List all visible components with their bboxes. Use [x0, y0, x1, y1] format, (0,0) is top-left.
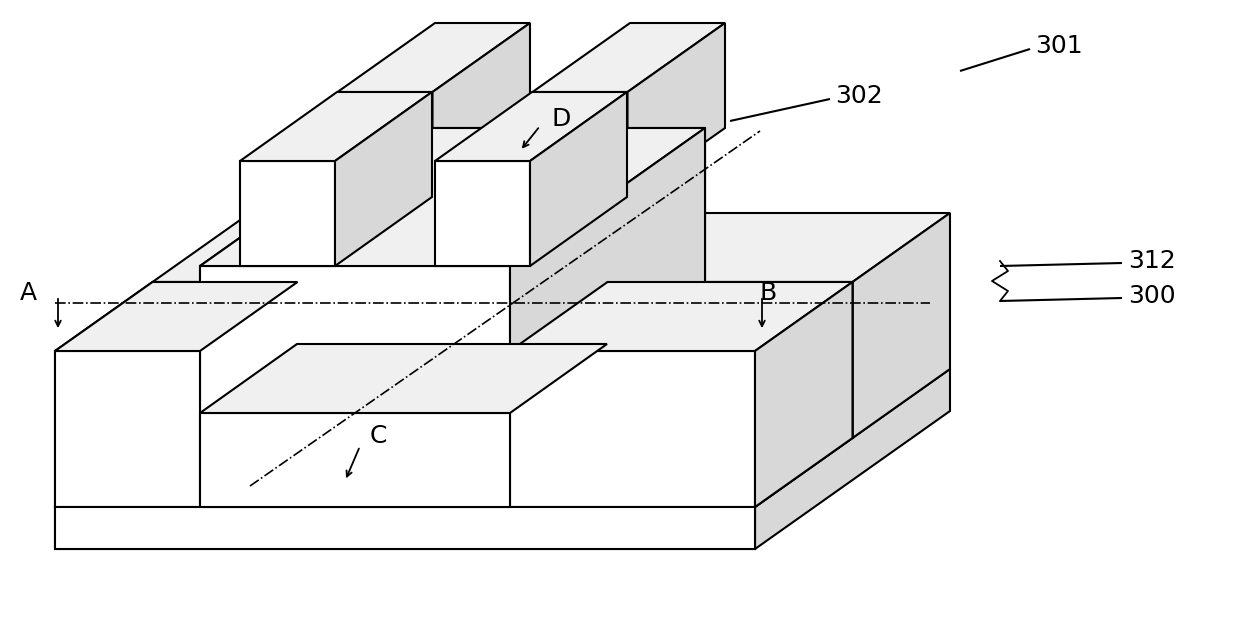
Polygon shape	[432, 23, 530, 197]
Polygon shape	[55, 507, 755, 549]
Polygon shape	[199, 344, 607, 413]
Polygon shape	[55, 351, 199, 507]
Polygon shape	[335, 92, 432, 266]
Polygon shape	[152, 282, 297, 438]
Polygon shape	[510, 351, 755, 507]
Polygon shape	[755, 369, 950, 549]
Polygon shape	[755, 282, 852, 507]
Polygon shape	[755, 282, 852, 507]
Polygon shape	[627, 23, 725, 197]
Polygon shape	[530, 92, 627, 266]
Polygon shape	[55, 507, 755, 549]
Polygon shape	[607, 213, 950, 282]
Polygon shape	[55, 351, 199, 507]
Polygon shape	[337, 23, 530, 92]
Text: 312: 312	[1127, 249, 1176, 273]
Polygon shape	[240, 92, 432, 161]
Polygon shape	[152, 213, 395, 282]
Polygon shape	[297, 275, 705, 344]
Text: A: A	[20, 281, 37, 305]
Polygon shape	[395, 128, 705, 369]
Polygon shape	[510, 128, 705, 507]
Polygon shape	[199, 413, 510, 507]
Polygon shape	[55, 282, 297, 351]
Polygon shape	[199, 266, 510, 507]
Polygon shape	[533, 92, 627, 197]
Polygon shape	[435, 92, 627, 161]
Polygon shape	[510, 282, 852, 351]
Polygon shape	[510, 351, 755, 507]
Polygon shape	[199, 266, 510, 507]
Polygon shape	[297, 344, 607, 438]
Polygon shape	[55, 282, 297, 351]
Text: 302: 302	[835, 84, 882, 108]
Polygon shape	[852, 213, 950, 438]
Polygon shape	[607, 282, 852, 438]
Polygon shape	[199, 413, 510, 507]
Polygon shape	[199, 128, 705, 266]
Polygon shape	[199, 128, 705, 266]
Polygon shape	[337, 92, 432, 197]
Polygon shape	[510, 128, 705, 507]
Text: C: C	[370, 424, 388, 448]
Polygon shape	[240, 161, 335, 266]
Text: 300: 300	[1127, 284, 1176, 308]
Text: B: B	[760, 281, 777, 305]
Polygon shape	[510, 282, 852, 351]
Polygon shape	[435, 161, 530, 266]
Text: 301: 301	[1035, 34, 1083, 58]
Polygon shape	[55, 369, 950, 507]
Polygon shape	[533, 23, 725, 92]
Text: D: D	[553, 107, 571, 131]
